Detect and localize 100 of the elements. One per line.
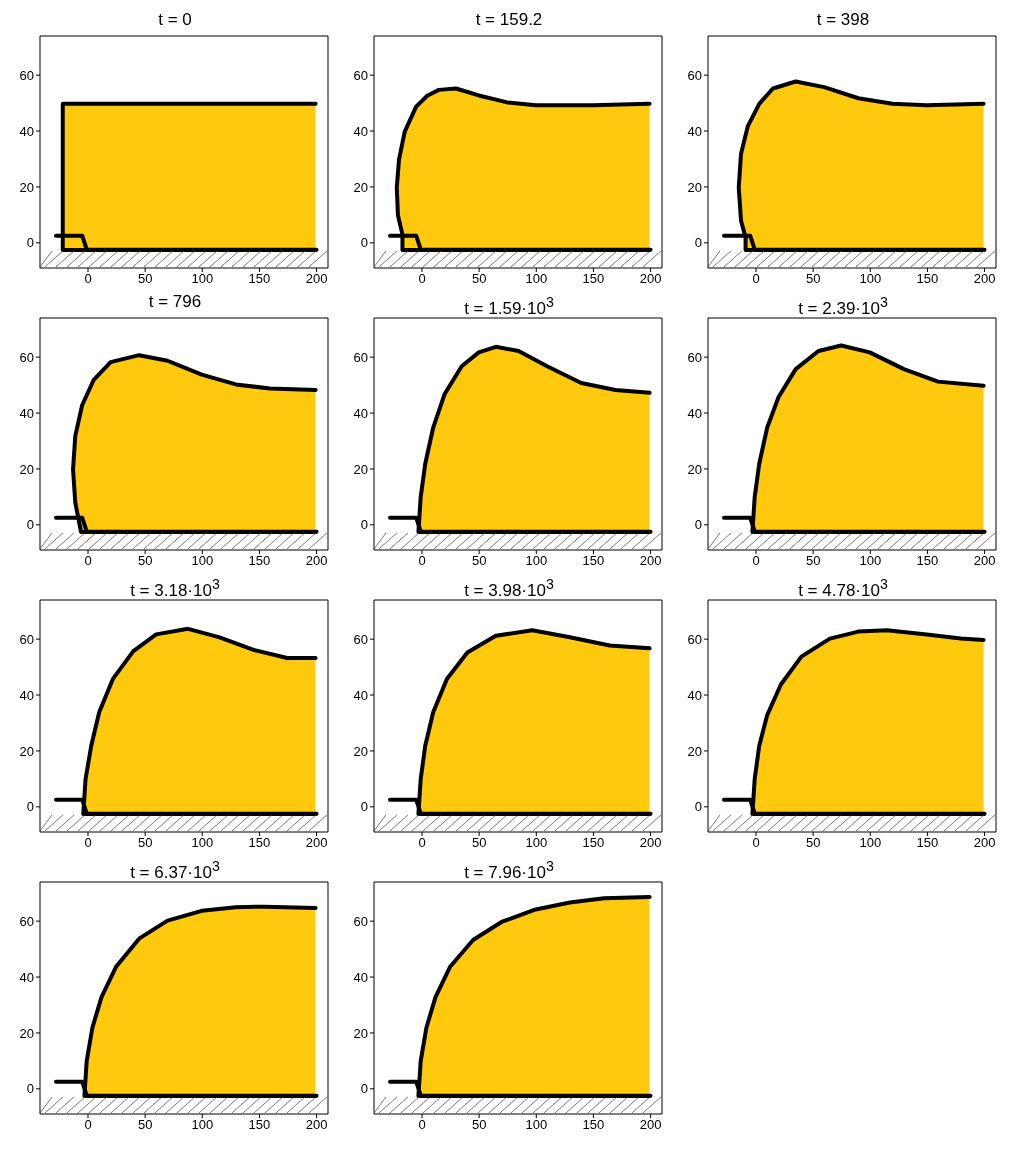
y-tick-label: 40 <box>19 969 34 985</box>
x-tick-label: 150 <box>582 835 605 851</box>
y-tick-label: 40 <box>687 405 702 421</box>
x-tick-label: 50 <box>137 553 153 569</box>
y-tick-label: 60 <box>19 67 34 83</box>
y-tick-label: 0 <box>694 235 702 251</box>
x-tick-label: 0 <box>752 271 760 287</box>
x-tick-label: 50 <box>471 1117 487 1133</box>
x-tick-label: 200 <box>305 835 328 851</box>
y-tick-label: 20 <box>19 743 34 759</box>
y-tick-label: 0 <box>360 235 368 251</box>
x-tick-label: 0 <box>84 1117 92 1133</box>
y-tick-label: 20 <box>687 179 702 195</box>
chart-title: t = 7.96·10$^{3}$ <box>463 857 555 882</box>
y-tick-label: 40 <box>353 687 368 703</box>
x-tick-label: 0 <box>84 553 92 569</box>
y-tick-label: 0 <box>26 235 34 251</box>
x-tick-label: 50 <box>137 1117 153 1133</box>
x-tick-label: 0 <box>752 835 760 851</box>
x-tick-label: 150 <box>916 835 939 851</box>
x-tick-label: 200 <box>305 1117 328 1133</box>
y-tick-label: 40 <box>353 123 368 139</box>
y-tick-label: 0 <box>26 1081 34 1097</box>
y-tick-label: 20 <box>353 743 368 759</box>
x-tick-label: 0 <box>418 835 426 851</box>
x-tick-label: 100 <box>525 553 548 569</box>
x-tick-label: 200 <box>973 553 996 569</box>
x-tick-label: 200 <box>973 835 996 851</box>
y-tick-label: 20 <box>353 179 368 195</box>
x-tick-label: 100 <box>525 835 548 851</box>
x-tick-label: 200 <box>305 553 328 569</box>
y-tick-label: 60 <box>353 913 368 929</box>
x-tick-label: 200 <box>973 271 996 287</box>
x-tick-label: 200 <box>639 553 662 569</box>
x-tick-label: 0 <box>418 271 426 287</box>
y-tick-label: 20 <box>19 179 34 195</box>
x-tick-label: 0 <box>84 271 92 287</box>
y-tick-label: 60 <box>19 913 34 929</box>
x-tick-label: 200 <box>305 271 328 287</box>
x-tick-label: 0 <box>418 553 426 569</box>
x-tick-label: 200 <box>639 1117 662 1133</box>
x-tick-label: 100 <box>191 1117 214 1133</box>
x-tick-label: 200 <box>639 271 662 287</box>
x-tick-label: 0 <box>752 553 760 569</box>
y-tick-label: 60 <box>353 67 368 83</box>
x-tick-label: 150 <box>248 553 271 569</box>
y-tick-label: 40 <box>19 123 34 139</box>
y-tick-label: 40 <box>687 687 702 703</box>
y-tick-label: 20 <box>687 743 702 759</box>
x-tick-label: 100 <box>191 271 214 287</box>
y-tick-label: 0 <box>694 799 702 815</box>
y-tick-label: 60 <box>19 631 34 647</box>
chart-title: t = 3.98·10$^{3}$ <box>463 575 555 600</box>
x-tick-label: 100 <box>191 835 214 851</box>
chart-title: t = 6.37·10$^{3}$ <box>129 857 221 882</box>
chart-title: t = 159.2 <box>474 9 544 31</box>
chart-title: t = 1.59·10$^{3}$ <box>463 293 555 318</box>
x-tick-label: 0 <box>418 1117 426 1133</box>
y-tick-label: 40 <box>19 687 34 703</box>
y-tick-label: 60 <box>687 631 702 647</box>
x-tick-label: 150 <box>248 271 271 287</box>
y-tick-label: 60 <box>353 631 368 647</box>
y-tick-label: 40 <box>687 123 702 139</box>
chart-title: t = 0 <box>157 9 193 31</box>
y-tick-label: 40 <box>353 969 368 985</box>
x-tick-label: 150 <box>916 553 939 569</box>
chart-title: t = 3.18·10$^{3}$ <box>129 575 221 600</box>
x-tick-label: 50 <box>471 835 487 851</box>
chart-title: t = 2.39·10$^{3}$ <box>797 293 889 318</box>
y-tick-label: 60 <box>687 67 702 83</box>
x-tick-label: 50 <box>805 271 821 287</box>
chart-title: t = 4.78·10$^{3}$ <box>797 575 889 600</box>
y-tick-label: 20 <box>687 461 702 477</box>
x-tick-label: 50 <box>137 271 153 287</box>
x-tick-label: 100 <box>859 553 882 569</box>
y-tick-label: 60 <box>687 349 702 365</box>
chart-title: t = 398 <box>815 9 871 31</box>
x-tick-label: 100 <box>859 271 882 287</box>
x-tick-label: 100 <box>191 553 214 569</box>
y-tick-label: 20 <box>353 461 368 477</box>
x-tick-label: 150 <box>248 1117 271 1133</box>
y-tick-label: 0 <box>694 517 702 533</box>
y-tick-label: 0 <box>360 517 368 533</box>
x-tick-label: 150 <box>582 271 605 287</box>
x-tick-label: 150 <box>248 835 271 851</box>
x-tick-label: 50 <box>805 553 821 569</box>
y-tick-label: 60 <box>19 349 34 365</box>
x-tick-label: 100 <box>859 835 882 851</box>
x-tick-label: 50 <box>137 835 153 851</box>
y-tick-label: 0 <box>26 517 34 533</box>
y-tick-label: 0 <box>360 799 368 815</box>
y-tick-label: 40 <box>19 405 34 421</box>
y-tick-label: 20 <box>19 461 34 477</box>
y-tick-label: 20 <box>19 1025 34 1041</box>
x-tick-label: 150 <box>582 553 605 569</box>
x-tick-label: 200 <box>639 835 662 851</box>
x-tick-label: 100 <box>525 1117 548 1133</box>
y-tick-label: 40 <box>353 405 368 421</box>
y-tick-label: 20 <box>353 1025 368 1041</box>
x-tick-label: 150 <box>582 1117 605 1133</box>
